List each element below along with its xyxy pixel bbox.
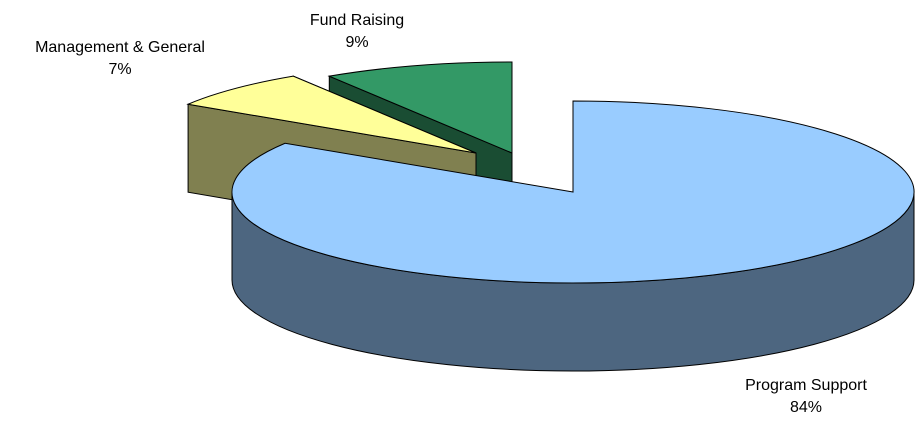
value-label-management-and-general: 7% — [108, 61, 131, 78]
label-program-support: Program Support — [745, 377, 867, 394]
value-label-fund-raising: 9% — [345, 34, 368, 51]
pie-slices — [186, 61, 915, 372]
slice-program-support — [231, 100, 915, 372]
slice-top-management-and-general — [186, 75, 477, 154]
slice-top-program-support — [231, 100, 915, 284]
slice-top-fund-raising — [327, 61, 513, 154]
pie-labels: Program Support 84% Management & General 7%… — [35, 12, 867, 416]
value-label-program-support: 84% — [790, 399, 822, 416]
label-management-and-general: Management & General — [35, 39, 205, 56]
label-fund-raising: Fund Raising — [310, 12, 404, 29]
